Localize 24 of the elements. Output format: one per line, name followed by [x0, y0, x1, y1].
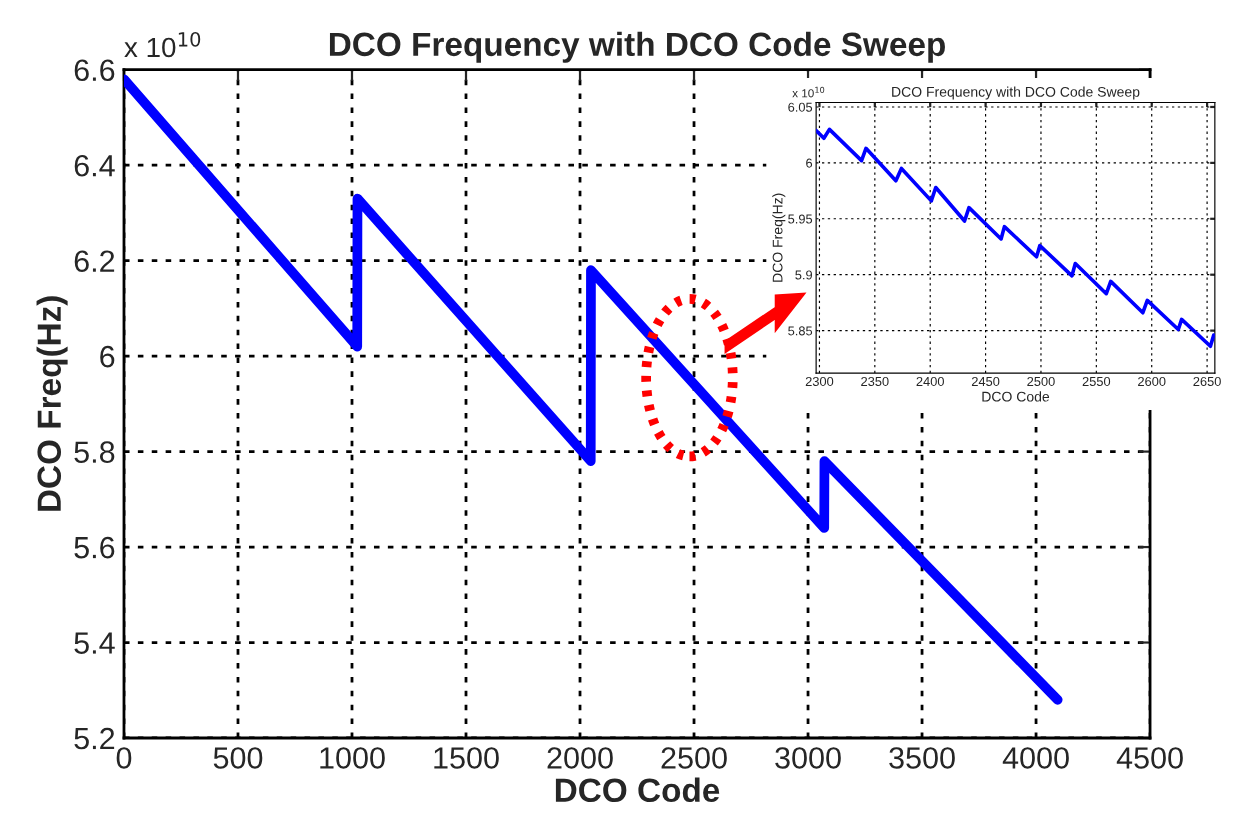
- y-tick-label: 5.6: [74, 536, 115, 559]
- x-axis-title: DCO Code: [555, 777, 720, 803]
- x-tick-label: 3500: [889, 747, 955, 769]
- x-tick-label: 1000: [320, 747, 385, 769]
- y-tick-label: 6: [100, 345, 115, 368]
- y-tick-label: 6.6: [74, 59, 115, 82]
- line-series: [816, 127, 1215, 349]
- line-series: [123, 74, 1063, 705]
- y-axis-title: DCO Freq(Hz): [36, 296, 68, 511]
- x-tick-label: 1500: [434, 747, 499, 769]
- y-tick-label: 6.4: [74, 154, 115, 177]
- chart-title: DCO Frequency with DCO Code Sweep: [329, 31, 945, 63]
- x-tick-label: 2000: [547, 747, 613, 769]
- x-tick-label: 4500: [1116, 747, 1183, 769]
- x-tick-label: 0: [116, 747, 132, 769]
- y-tick-label: 5.8: [74, 441, 115, 463]
- y-tick-label: 5.2: [74, 727, 115, 750]
- x-tick-label: 4000: [1002, 747, 1069, 769]
- y-tick-label: 6.2: [74, 250, 115, 273]
- x-tick-label: 2500: [661, 747, 727, 769]
- y-tick-label: 5.4: [74, 632, 115, 654]
- x-tick-label: 500: [213, 747, 263, 769]
- text: x 10$^{10}$: [124, 31, 201, 58]
- x-tick-label: 3000: [775, 747, 841, 769]
